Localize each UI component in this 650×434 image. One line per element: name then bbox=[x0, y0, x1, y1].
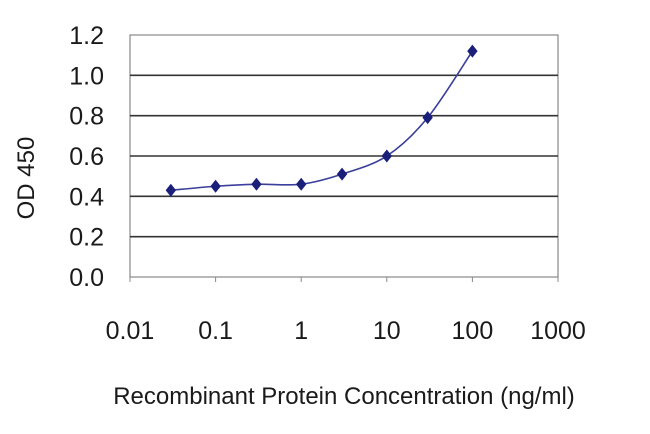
x-tick-label-1: 0.1 bbox=[198, 317, 233, 345]
data-point-2 bbox=[251, 177, 262, 191]
y-tick-label-4: 0.8 bbox=[69, 103, 104, 131]
series bbox=[165, 44, 478, 197]
data-point-0 bbox=[165, 183, 177, 197]
x-tick-label-3: 10 bbox=[373, 317, 401, 345]
x-tick-label-2: 1 bbox=[294, 317, 308, 345]
y-tick-label-1: 0.2 bbox=[69, 224, 104, 252]
y-tick-label-6: 1.2 bbox=[69, 22, 104, 50]
data-point-3 bbox=[296, 177, 307, 191]
x-axis: 0.01 0.1 1 10 100 1000 bbox=[106, 277, 586, 345]
data-point-1 bbox=[210, 179, 221, 193]
grid bbox=[130, 74, 558, 238]
y-axis: 0.0 0.2 0.4 0.6 0.8 1.0 1.2 bbox=[69, 22, 104, 292]
data-point-5 bbox=[381, 149, 392, 163]
x-tick-label-4: 100 bbox=[452, 317, 494, 345]
data-point-7 bbox=[467, 44, 478, 58]
y-tick-label-2: 0.4 bbox=[69, 183, 104, 211]
y-tick-label-5: 1.0 bbox=[69, 62, 104, 90]
data-point-4 bbox=[336, 167, 348, 181]
y-tick-label-3: 0.6 bbox=[69, 143, 104, 171]
y-tick-label-0: 0.0 bbox=[69, 264, 104, 292]
x-tick-label-0: 0.01 bbox=[106, 317, 155, 345]
data-point-6 bbox=[422, 111, 433, 125]
x-tick-label-5: 1000 bbox=[530, 317, 586, 345]
y-axis-label: OD 450 bbox=[13, 137, 40, 220]
x-axis-label: Recombinant Protein Concentration (ng/ml… bbox=[113, 383, 575, 410]
